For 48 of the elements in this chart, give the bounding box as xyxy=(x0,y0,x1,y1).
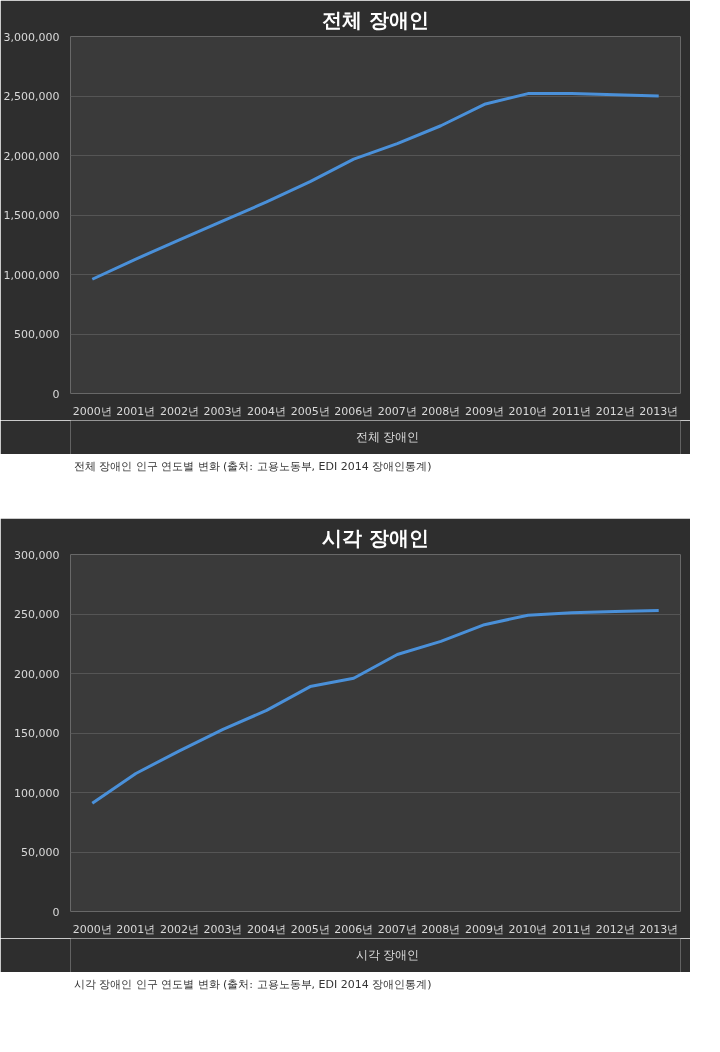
chart-title: 전체 장애인 xyxy=(322,7,429,32)
x-tick-label: 2010년 xyxy=(508,404,548,418)
x-tick-label: 2011년 xyxy=(552,404,592,418)
x-tick-label: 2003년 xyxy=(203,922,243,936)
x-tick-label: 2008년 xyxy=(421,922,461,936)
x-tick-label: 2006년 xyxy=(334,404,374,418)
x-tick-label: 2005년 xyxy=(290,404,330,418)
x-tick-label: 2000년 xyxy=(72,404,112,418)
x-tick-label: 2012년 xyxy=(595,404,635,418)
text: 전체 장애인 인구 연도별 변화 (출처: 고용노동부, EDI 2014 장애인통계) xyxy=(73,460,432,473)
y-tick-label: 0 xyxy=(52,905,60,919)
x-tick-label: 2001년 xyxy=(116,922,156,936)
x-tick-label: 2000년 xyxy=(72,922,112,936)
y-tick-label: 500,000 xyxy=(14,328,60,341)
text: 시각 장애인 xyxy=(355,946,420,964)
x-tick-label: 2004년 xyxy=(247,404,287,418)
x-tick-label: 2003년 xyxy=(203,404,243,418)
x-tick-label: 2007년 xyxy=(377,922,417,936)
y-tick-label: 1,500,000 xyxy=(3,209,60,222)
y-tick-label: 100,000 xyxy=(14,786,60,800)
x-tick-label: 2013년 xyxy=(639,922,679,936)
x-tick-label: 2002년 xyxy=(159,404,199,418)
x-tick-label: 2008년 xyxy=(421,404,461,418)
x-tick-label: 2011년 xyxy=(552,922,592,936)
y-tick-label: 300,000 xyxy=(14,548,60,562)
x-tick-label: 2001년 xyxy=(116,404,156,418)
x-tick-label: 2005년 xyxy=(290,922,330,936)
chart-title: 시각 장애인 xyxy=(322,525,429,550)
text: 시각 장애인 인구 연도별 변화 (출처: 고용노동부, EDI 2014 장애인통계) xyxy=(73,978,432,991)
y-tick-label: 250,000 xyxy=(14,608,60,621)
x-tick-label: 2010년 xyxy=(508,922,548,936)
text: 전체 장애인 xyxy=(355,428,420,446)
x-tick-label: 2013년 xyxy=(639,404,679,418)
x-tick-label: 2009년 xyxy=(464,922,504,936)
y-tick-label: 0 xyxy=(52,387,60,401)
y-tick-label: 50,000 xyxy=(21,846,60,859)
x-tick-label: 2007년 xyxy=(377,404,417,418)
y-tick-label: 3,000,000 xyxy=(3,30,60,44)
x-tick-label: 2009년 xyxy=(464,404,504,418)
x-tick-label: 2004년 xyxy=(247,922,287,936)
y-tick-label: 200,000 xyxy=(14,667,60,681)
y-tick-label: 1,000,000 xyxy=(3,268,60,282)
y-tick-label: 2,000,000 xyxy=(3,149,60,163)
x-tick-label: 2002년 xyxy=(159,922,199,936)
x-tick-label: 2006년 xyxy=(334,922,374,936)
y-tick-label: 150,000 xyxy=(14,727,60,740)
x-tick-label: 2012년 xyxy=(595,922,635,936)
y-tick-label: 2,500,000 xyxy=(3,90,60,103)
